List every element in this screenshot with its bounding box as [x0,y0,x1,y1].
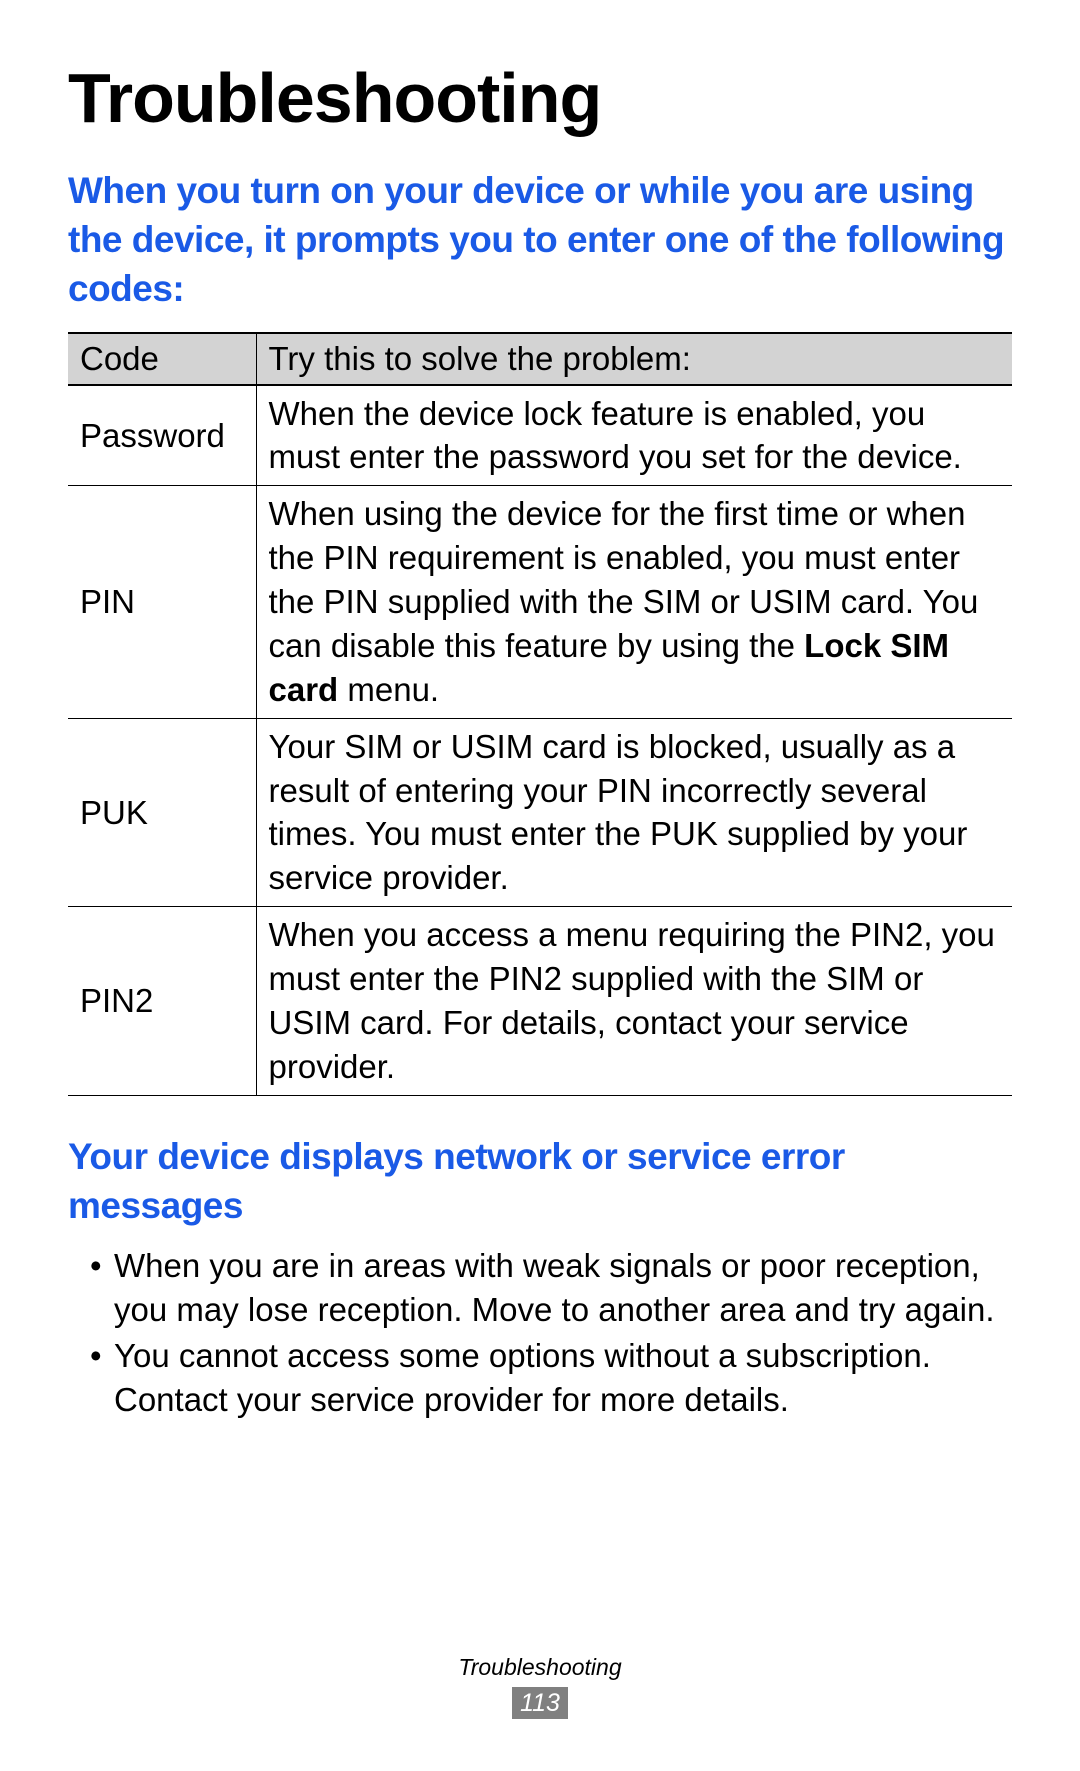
footer-page-number: 113 [512,1687,568,1720]
footer-section-name: Troubleshooting [0,1654,1080,1681]
page: Troubleshooting When you turn on your de… [0,0,1080,1771]
page-footer: Troubleshooting 113 [0,1654,1080,1720]
codes-table: Code Try this to solve the problem: Pass… [68,332,1012,1096]
code-cell: PIN [68,486,256,718]
desc-cell: When the device lock feature is enabled,… [256,385,1012,486]
desc-cell: When using the device for the first time… [256,486,1012,718]
list-item: You cannot access some options without a… [90,1334,1012,1422]
code-cell: PUK [68,718,256,907]
page-title: Troubleshooting [68,58,1012,138]
list-item: When you are in areas with weak signals … [90,1244,1012,1332]
code-cell: PIN2 [68,907,256,1096]
desc-cell: Your SIM or USIM card is blocked, usuall… [256,718,1012,907]
bullet-list: When you are in areas with weak signals … [68,1244,1012,1422]
section-heading-codes: When you turn on your device or while yo… [68,166,1012,314]
table-row: PUK Your SIM or USIM card is blocked, us… [68,718,1012,907]
section-heading-network-error: Your device displays network or service … [68,1132,1012,1230]
table-header-desc: Try this to solve the problem: [256,333,1012,385]
desc-cell: When you access a menu requiring the PIN… [256,907,1012,1096]
table-row: Password When the device lock feature is… [68,385,1012,486]
table-row: PIN When using the device for the first … [68,486,1012,718]
code-cell: Password [68,385,256,486]
table-row: PIN2 When you access a menu requiring th… [68,907,1012,1096]
table-header-row: Code Try this to solve the problem: [68,333,1012,385]
table-header-code: Code [68,333,256,385]
